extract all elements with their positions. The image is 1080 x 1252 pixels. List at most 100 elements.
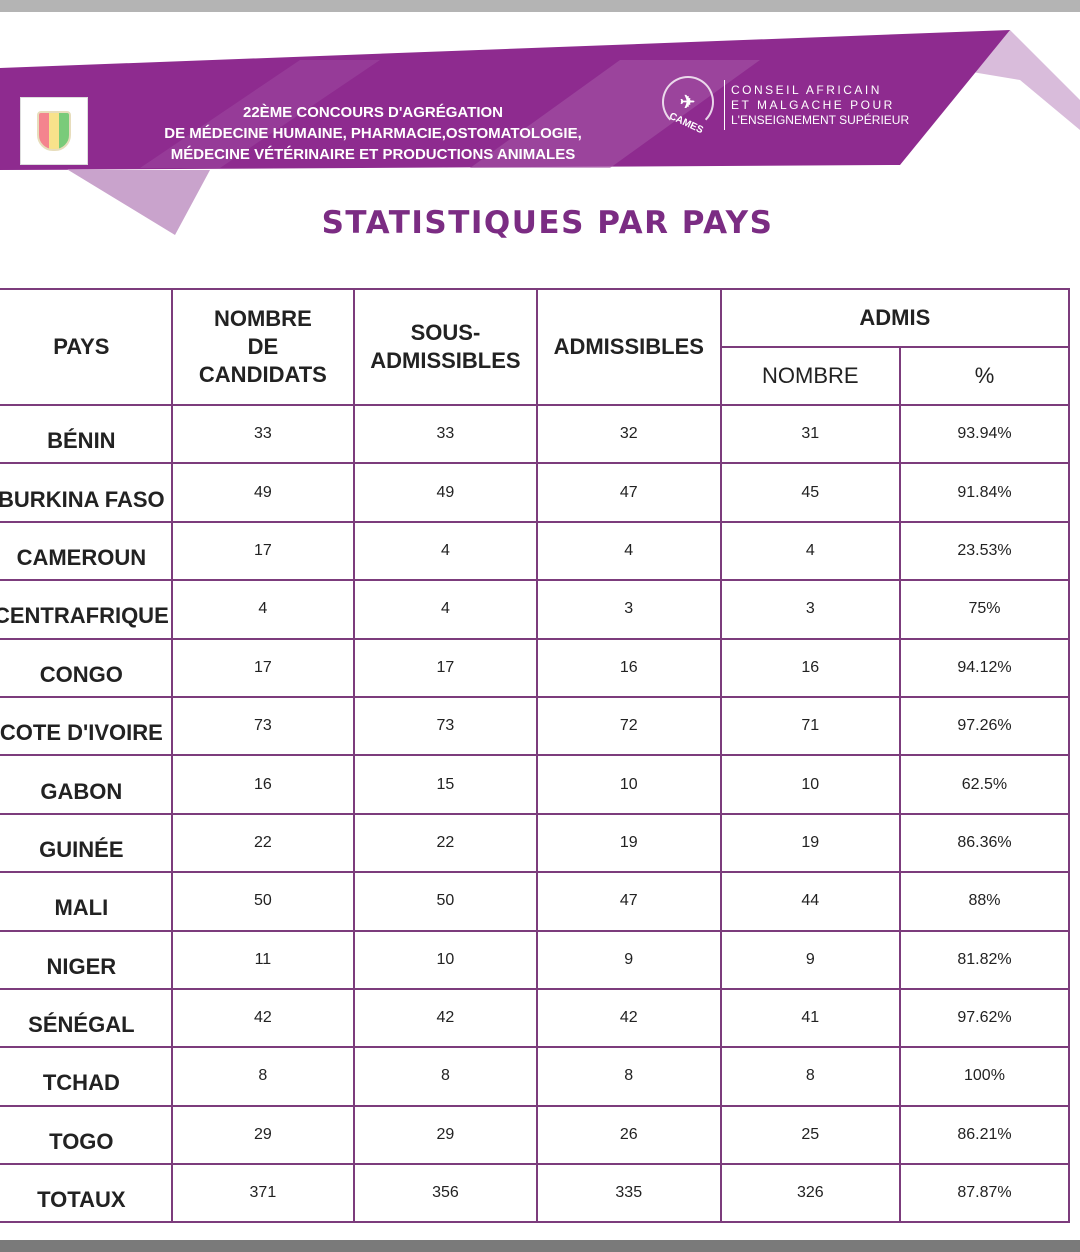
table-body: BÉNIN 33 33 32 31 93.94% BURKINA FASO 49 49 47 45 9…: [0, 403, 1071, 1224]
cell-admissibles: 10: [535, 754, 722, 815]
org-line: CONSEIL AFRICAIN: [731, 83, 882, 97]
cell-sous-admissibles: 29: [353, 1104, 538, 1166]
cell-admissibles: 3: [535, 579, 722, 640]
cell-admis-pct: 94.12%: [898, 637, 1071, 698]
header-candidats: NOMBRE DE CANDIDATS: [170, 288, 356, 406]
table-row: CENTRAFRIQUE 4 4 3 3 75%: [0, 579, 1071, 640]
cell-country: NIGER: [0, 929, 173, 990]
table-row: CONGO 17 17 16 16 94.12%: [0, 637, 1071, 698]
cell-admis-nombre: 16: [719, 637, 901, 698]
cell-sous-admissibles: 8: [353, 1046, 538, 1107]
header-pays: PAYS: [0, 288, 173, 406]
cell-country: CENTRAFRIQUE: [0, 579, 173, 640]
event-title: 22ÈME CONCOURS D'AGRÉGATION DE MÉDECINE …: [138, 102, 608, 165]
cell-candidats: 17: [170, 520, 356, 582]
cell-country: TOGO: [0, 1104, 173, 1166]
cell-admissibles: 47: [535, 871, 722, 932]
cell-admis-pct: 100%: [898, 1046, 1071, 1107]
event-title-line: 22ÈME CONCOURS D'AGRÉGATION: [243, 104, 503, 121]
bottom-bar: [0, 1240, 1080, 1252]
cell-admissibles: 26: [535, 1104, 722, 1166]
bird-icon: ✈: [680, 92, 696, 112]
cell-country: CAMEROUN: [0, 520, 173, 582]
cell-admissibles: 8: [535, 1046, 722, 1107]
cell-country: BÉNIN: [0, 403, 173, 465]
cell-admis-pct: 86.36%: [898, 812, 1071, 874]
cell-admis-pct: 91.84%: [898, 462, 1071, 523]
cell-country: TOTAUX: [0, 1163, 173, 1224]
cell-admis-nombre: 3: [719, 579, 901, 640]
cell-country: GABON: [0, 754, 173, 815]
table-row: COTE D'IVOIRE 73 73 72 71 97.26%: [0, 695, 1071, 757]
cell-sous-admissibles: 356: [353, 1163, 538, 1224]
cell-country: SÉNÉGAL: [0, 987, 173, 1049]
table-row: GUINÉE 22 22 19 19 86.36%: [0, 812, 1071, 874]
header-sous-admissibles: SOUS- ADMISSIBLES: [353, 288, 538, 406]
cell-admis-nombre: 8: [719, 1046, 901, 1107]
table-row: BÉNIN 33 33 32 31 93.94%: [0, 403, 1071, 465]
event-title-line: DE MÉDECINE HUMAINE, PHARMACIE,OSTOMATOL…: [164, 125, 582, 142]
cell-admis-nombre: 71: [719, 695, 901, 757]
cell-admis-nombre: 41: [719, 987, 901, 1049]
cell-sous-admissibles: 73: [353, 695, 538, 757]
cell-candidats: 42: [170, 987, 356, 1049]
org-line: ET MALGACHE POUR: [731, 98, 895, 112]
cell-candidats: 49: [170, 462, 356, 523]
cell-admis-pct: 86.21%: [898, 1104, 1071, 1166]
cell-sous-admissibles: 4: [353, 579, 538, 640]
cell-admis-pct: 97.62%: [898, 987, 1071, 1049]
cell-admissibles: 4: [535, 520, 722, 582]
cell-candidats: 371: [170, 1163, 356, 1224]
cell-candidats: 8: [170, 1046, 356, 1107]
cell-admis-nombre: 9: [719, 929, 901, 990]
header-admissibles: ADMISSIBLES: [535, 288, 722, 406]
cell-admissibles: 72: [535, 695, 722, 757]
cell-admis-nombre: 25: [719, 1104, 901, 1166]
cell-candidats: 29: [170, 1104, 356, 1166]
cell-admis-nombre: 19: [719, 812, 901, 874]
cell-country: TCHAD: [0, 1046, 173, 1107]
table-row: TCHAD 8 8 8 8 100%: [0, 1046, 1071, 1107]
divider: [724, 80, 725, 130]
header-admis-nombre: NOMBRE: [719, 346, 901, 406]
top-bar: [0, 0, 1080, 12]
cell-sous-admissibles: 4: [353, 520, 538, 582]
cell-sous-admissibles: 22: [353, 812, 538, 874]
cell-admissibles: 335: [535, 1163, 722, 1224]
org-name: CONSEIL AFRICAIN ET MALGACHE POUR L'ENSE…: [731, 83, 909, 128]
cell-sous-admissibles: 33: [353, 403, 538, 465]
cell-admis-pct: 87.87%: [898, 1163, 1071, 1224]
cell-country: BURKINA FASO: [0, 462, 173, 523]
header-admis-pct: %: [898, 346, 1071, 406]
cell-sous-admissibles: 42: [353, 987, 538, 1049]
cell-country: GUINÉE: [0, 812, 173, 874]
cell-country: COTE D'IVOIRE: [0, 695, 173, 757]
cell-candidats: 4: [170, 579, 356, 640]
cell-sous-admissibles: 49: [353, 462, 538, 523]
cell-admis-pct: 97.26%: [898, 695, 1071, 757]
cell-country: CONGO: [0, 637, 173, 698]
cell-admis-pct: 62.5%: [898, 754, 1071, 815]
table-row: TOTAUX 371 356 335 326 87.87%: [0, 1163, 1071, 1224]
cell-candidats: 33: [170, 403, 356, 465]
cell-admis-pct: 88%: [898, 871, 1071, 932]
cell-admissibles: 19: [535, 812, 722, 874]
header-banner: 22ÈME CONCOURS D'AGRÉGATION DE MÉDECINE …: [0, 20, 1080, 240]
cell-admissibles: 9: [535, 929, 722, 990]
cell-candidats: 11: [170, 929, 356, 990]
cell-admis-pct: 75%: [898, 579, 1071, 640]
cell-admis-nombre: 10: [719, 754, 901, 815]
cell-sous-admissibles: 15: [353, 754, 538, 815]
cell-sous-admissibles: 10: [353, 929, 538, 990]
banner-shape: [0, 30, 1080, 235]
table-row: NIGER 11 10 9 9 81.82%: [0, 929, 1071, 990]
cell-admis-nombre: 326: [719, 1163, 901, 1224]
table-row: MALI 50 50 47 44 88%: [0, 871, 1071, 932]
cell-candidats: 17: [170, 637, 356, 698]
cell-admis-nombre: 4: [719, 520, 901, 582]
table-row: GABON 16 15 10 10 62.5%: [0, 754, 1071, 815]
cell-admis-nombre: 45: [719, 462, 901, 523]
table-row: CAMEROUN 17 4 4 4 23.53%: [0, 520, 1071, 582]
table-row: SÉNÉGAL 42 42 42 41 97.62%: [0, 987, 1071, 1049]
cell-admissibles: 32: [535, 403, 722, 465]
